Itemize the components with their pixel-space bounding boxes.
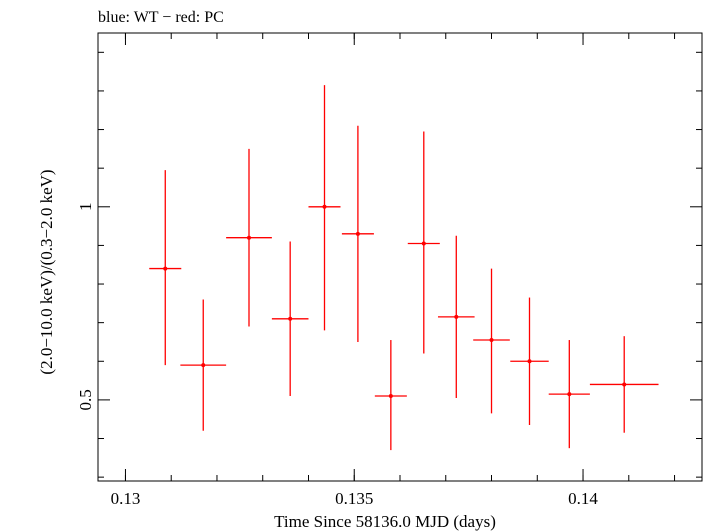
data-point (454, 314, 459, 319)
y-tick-label: 0.5 (76, 389, 95, 410)
y-axis-ticks (98, 51, 702, 478)
x-axis-label: Time Since 58136.0 MJD (days) (274, 512, 496, 531)
data-point (201, 363, 206, 368)
data-point (388, 394, 393, 399)
x-axis-tick-labels: 0.13 0.135 0.14 (111, 489, 599, 508)
chart-title: blue: WT − red: PC (98, 9, 224, 26)
data-point (355, 231, 360, 236)
data-point (322, 204, 327, 209)
data-point (247, 235, 251, 240)
data-point (421, 241, 426, 246)
data-point (527, 359, 532, 364)
data-point (163, 266, 168, 271)
y-axis-label: (2.0−10.0 keV)/(0.3−2.0 keV) (37, 169, 56, 374)
y-tick-label: 1 (76, 203, 95, 212)
x-tick-label: 0.135 (335, 489, 373, 508)
x-axis-ticks (124, 33, 676, 481)
plot-frame (97, 32, 703, 482)
data-point (567, 392, 572, 397)
series-red (149, 85, 659, 451)
data-point (489, 338, 494, 343)
y-axis-tick-labels: 0.51 (76, 203, 95, 411)
data-point (622, 382, 627, 387)
x-tick-label: 0.13 (111, 489, 141, 508)
data-point (288, 316, 293, 321)
x-tick-label: 0.14 (568, 489, 598, 508)
